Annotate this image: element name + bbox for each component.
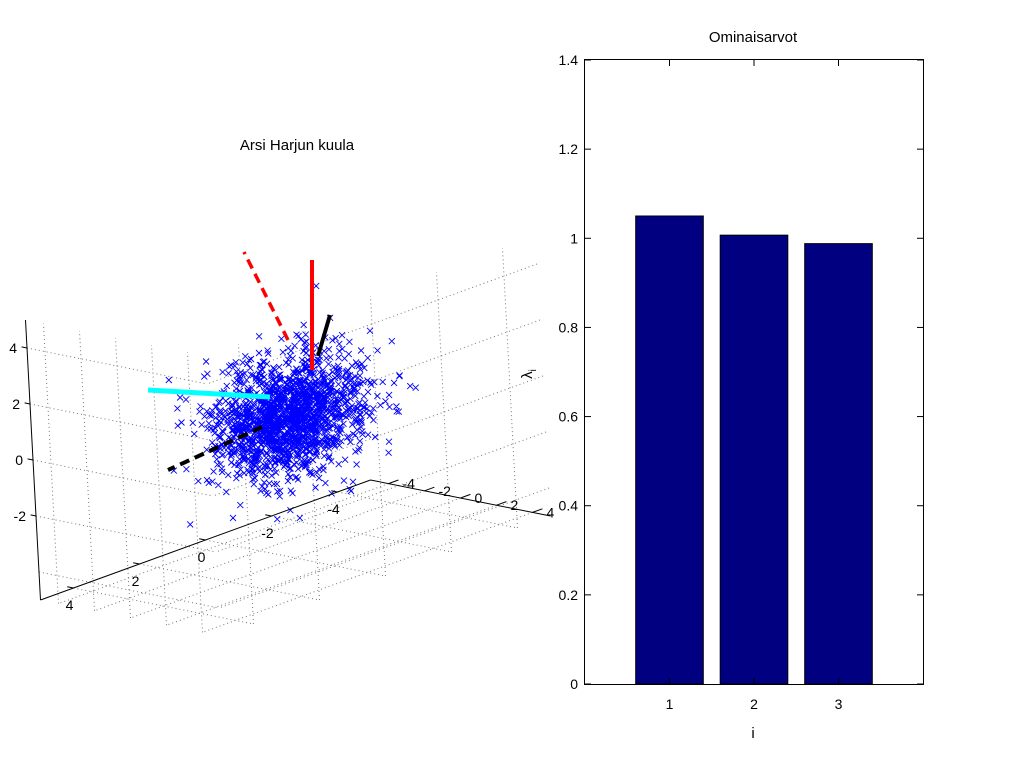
bar-3	[804, 243, 873, 685]
bar-y-tick-label: 0.8	[559, 319, 579, 335]
principal-vector	[167, 425, 263, 472]
scatter-title: Arsi Harjun kuula	[240, 137, 355, 154]
grid-line	[436, 271, 452, 553]
x-tick-label: 0	[198, 549, 206, 565]
grid-line	[26, 347, 208, 385]
principal-vector	[242, 251, 290, 341]
grid-line	[166, 504, 497, 626]
y-tick-mark	[460, 493, 471, 499]
z-tick-label: 4	[9, 340, 17, 356]
grid-line	[94, 490, 425, 612]
z-tick-mark	[30, 514, 37, 517]
z-tick-mark	[21, 346, 28, 349]
z-tick-mark	[27, 458, 34, 461]
grid-line	[218, 487, 550, 609]
y-tick-label: 0	[475, 490, 483, 506]
scatter-ticks: 4 2 0 -2 -4 -4 -2 0 2 4 -2 0 2 4	[9, 340, 554, 613]
grid-line	[130, 497, 461, 619]
scatter-3d-plot: Arsi Harjun kuula 4 2 0 -2 -4 -4 -2 0 2 4 -2 0 2 4	[9, 137, 555, 633]
x-tick-mark	[265, 514, 272, 517]
scatter-points	[165, 282, 420, 528]
grid-line	[215, 431, 547, 553]
grid-line	[139, 563, 320, 601]
x-tick-label: 4	[66, 597, 74, 613]
grid-line	[337, 491, 518, 529]
grid-line	[115, 337, 131, 619]
bar-y-tick-label: 1.4	[559, 52, 579, 68]
bar-x-tick-label: 1	[666, 696, 674, 712]
bar-2	[719, 234, 789, 685]
grid-line	[151, 345, 167, 626]
bar-chart-title: Ominaisarvot	[709, 29, 798, 46]
bar-axes-box	[584, 59, 924, 685]
y-tick-mark	[496, 501, 507, 506]
bar-x-tick-label: 3	[835, 696, 843, 712]
scatter-vectors	[147, 251, 332, 472]
grid-line	[238, 343, 254, 625]
grid-line	[271, 515, 452, 553]
y-tick-label: 4	[547, 504, 555, 520]
grid-line	[202, 511, 533, 633]
grid-line	[35, 515, 217, 553]
y-tick-mark	[388, 479, 399, 485]
x-tick-mark	[67, 586, 74, 589]
x-tick-label: -4	[327, 501, 340, 517]
y-tick-mark	[532, 508, 543, 513]
x-tick-label: -2	[261, 525, 274, 541]
x-tick-mark	[133, 562, 140, 565]
grid-line	[370, 295, 386, 577]
z-tick-label: 0	[15, 452, 23, 468]
bar-y-axis-label: λi	[519, 369, 539, 379]
bar-y-tick-label: 0	[570, 676, 578, 692]
y-tick-label: 2	[511, 497, 519, 513]
bar-y-tick-label: 1.2	[559, 141, 579, 157]
grid-line	[32, 459, 214, 497]
y-tick-label: -2	[439, 483, 452, 499]
x-tick-mark	[331, 490, 338, 493]
bar-series	[635, 215, 873, 685]
bar-y-ticks: 0 0.2 0.4 0.6 0.8 1 1.2 1.4	[559, 52, 923, 692]
x-tick-label: 2	[132, 573, 140, 589]
svg-text:λi: λi	[519, 369, 539, 379]
grid-line	[187, 352, 203, 633]
y-tick-label: -4	[403, 476, 416, 492]
bar-y-tick-label: 0.6	[559, 409, 579, 425]
grid-line	[205, 539, 386, 577]
grid-line	[58, 483, 389, 605]
grid-line	[29, 403, 211, 441]
principal-vector	[147, 387, 271, 400]
bar-x-tick-label: 2	[750, 696, 758, 712]
z-tick-mark	[24, 402, 31, 405]
z-tick-label: 2	[12, 396, 20, 412]
grid-line	[79, 330, 95, 611]
z-tick-label: -2	[14, 508, 27, 524]
x-tick-mark	[199, 538, 206, 541]
grid-line	[43, 323, 59, 604]
grid-line	[502, 247, 518, 529]
y-tick-mark	[424, 486, 435, 492]
bar-y-tick-label: 0.2	[559, 587, 579, 603]
grid-line	[73, 587, 254, 625]
grid-line	[38, 571, 220, 609]
scatter-markers	[165, 282, 420, 528]
bar-y-tick-label: 0.4	[559, 498, 579, 514]
bar-x-ticks: 1 2 3	[666, 60, 843, 712]
bar-y-tick-label: 1	[570, 230, 578, 246]
grid-line	[212, 375, 544, 497]
bar-x-axis-label: i	[751, 725, 754, 742]
principal-vector	[316, 314, 332, 357]
bar-1	[635, 215, 704, 685]
